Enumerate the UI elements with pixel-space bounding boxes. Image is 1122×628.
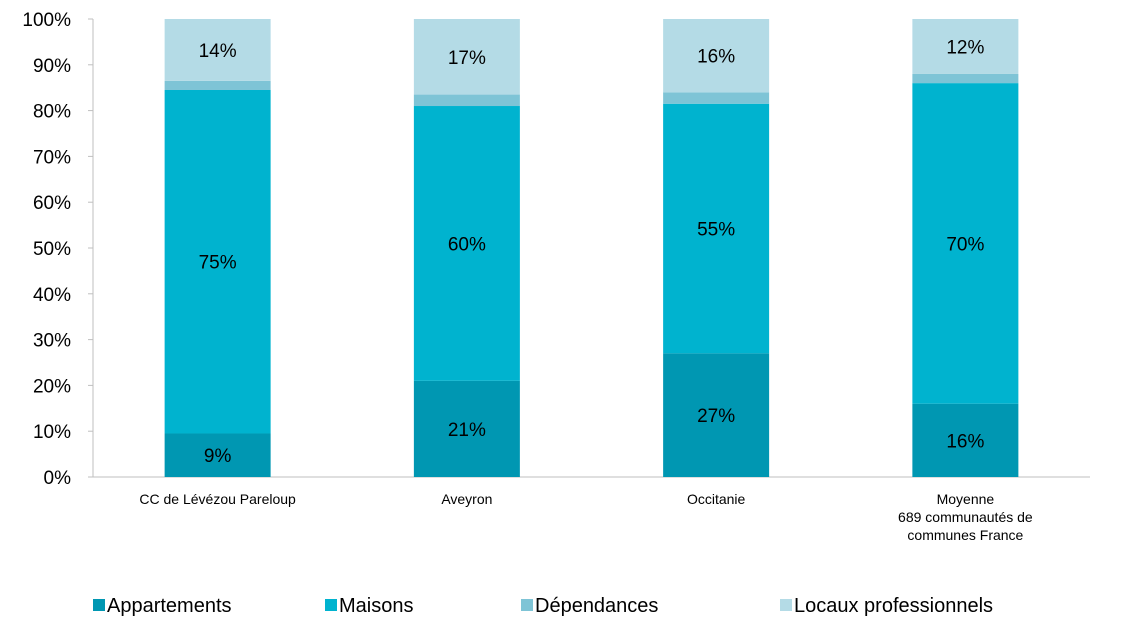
x-category-label: Aveyron	[441, 491, 492, 507]
bar-segment	[663, 103, 770, 354]
legend-label: Dépendances	[535, 595, 658, 617]
data-label: 16%	[946, 431, 984, 452]
data-label: 17%	[448, 48, 486, 69]
data-label: 14%	[199, 41, 237, 62]
bar-segment	[413, 380, 520, 477]
data-label: 55%	[697, 220, 735, 241]
legend-swatch	[521, 599, 533, 611]
bar-segment	[164, 89, 271, 434]
y-tick-label: 40%	[33, 285, 71, 306]
y-tick-label: 30%	[33, 331, 71, 352]
bar-segment	[413, 94, 520, 107]
y-tick-label: 50%	[33, 239, 71, 260]
bar-segment	[164, 433, 271, 477]
x-category-label: Moyenne	[937, 491, 995, 507]
y-tick-label: 20%	[33, 376, 71, 397]
bar-segment	[912, 19, 1019, 74]
y-tick-label: 0%	[44, 468, 72, 489]
legend-swatch	[325, 599, 337, 611]
bar-segment	[164, 19, 271, 81]
bar-segment	[413, 19, 520, 95]
data-label: 9%	[204, 446, 232, 467]
data-label: 12%	[946, 37, 984, 58]
legend-label: Locaux professionnels	[794, 595, 993, 617]
data-label: 70%	[946, 234, 984, 255]
bar-segment	[413, 106, 520, 381]
y-tick-label: 90%	[33, 56, 71, 77]
bar-segment	[164, 80, 271, 90]
y-tick-label: 70%	[33, 147, 71, 168]
y-tick-label: 60%	[33, 193, 71, 214]
bar-segment	[912, 83, 1019, 404]
data-label: 60%	[448, 234, 486, 255]
y-tick-label: 100%	[22, 10, 71, 31]
data-label: 27%	[697, 406, 735, 427]
x-category-label: Occitanie	[687, 491, 746, 507]
legend-swatch	[780, 599, 792, 611]
x-category-label: 689 communautés de	[898, 509, 1033, 525]
bar-segment	[663, 353, 770, 477]
data-label: 16%	[697, 47, 735, 68]
x-category-label: communes France	[907, 527, 1023, 543]
legend-label: Appartements	[107, 595, 232, 617]
bar-segment	[912, 73, 1019, 84]
bar-segment	[663, 19, 770, 93]
bar-segment	[663, 92, 770, 104]
x-category-label: CC de Lévézou Pareloup	[139, 491, 296, 507]
data-label: 75%	[199, 253, 237, 274]
legend-label: Maisons	[339, 595, 413, 617]
data-label: 21%	[448, 420, 486, 441]
y-tick-label: 80%	[33, 102, 71, 123]
bar-segment	[912, 403, 1019, 477]
y-tick-label: 10%	[33, 422, 71, 443]
legend-swatch	[93, 599, 105, 611]
